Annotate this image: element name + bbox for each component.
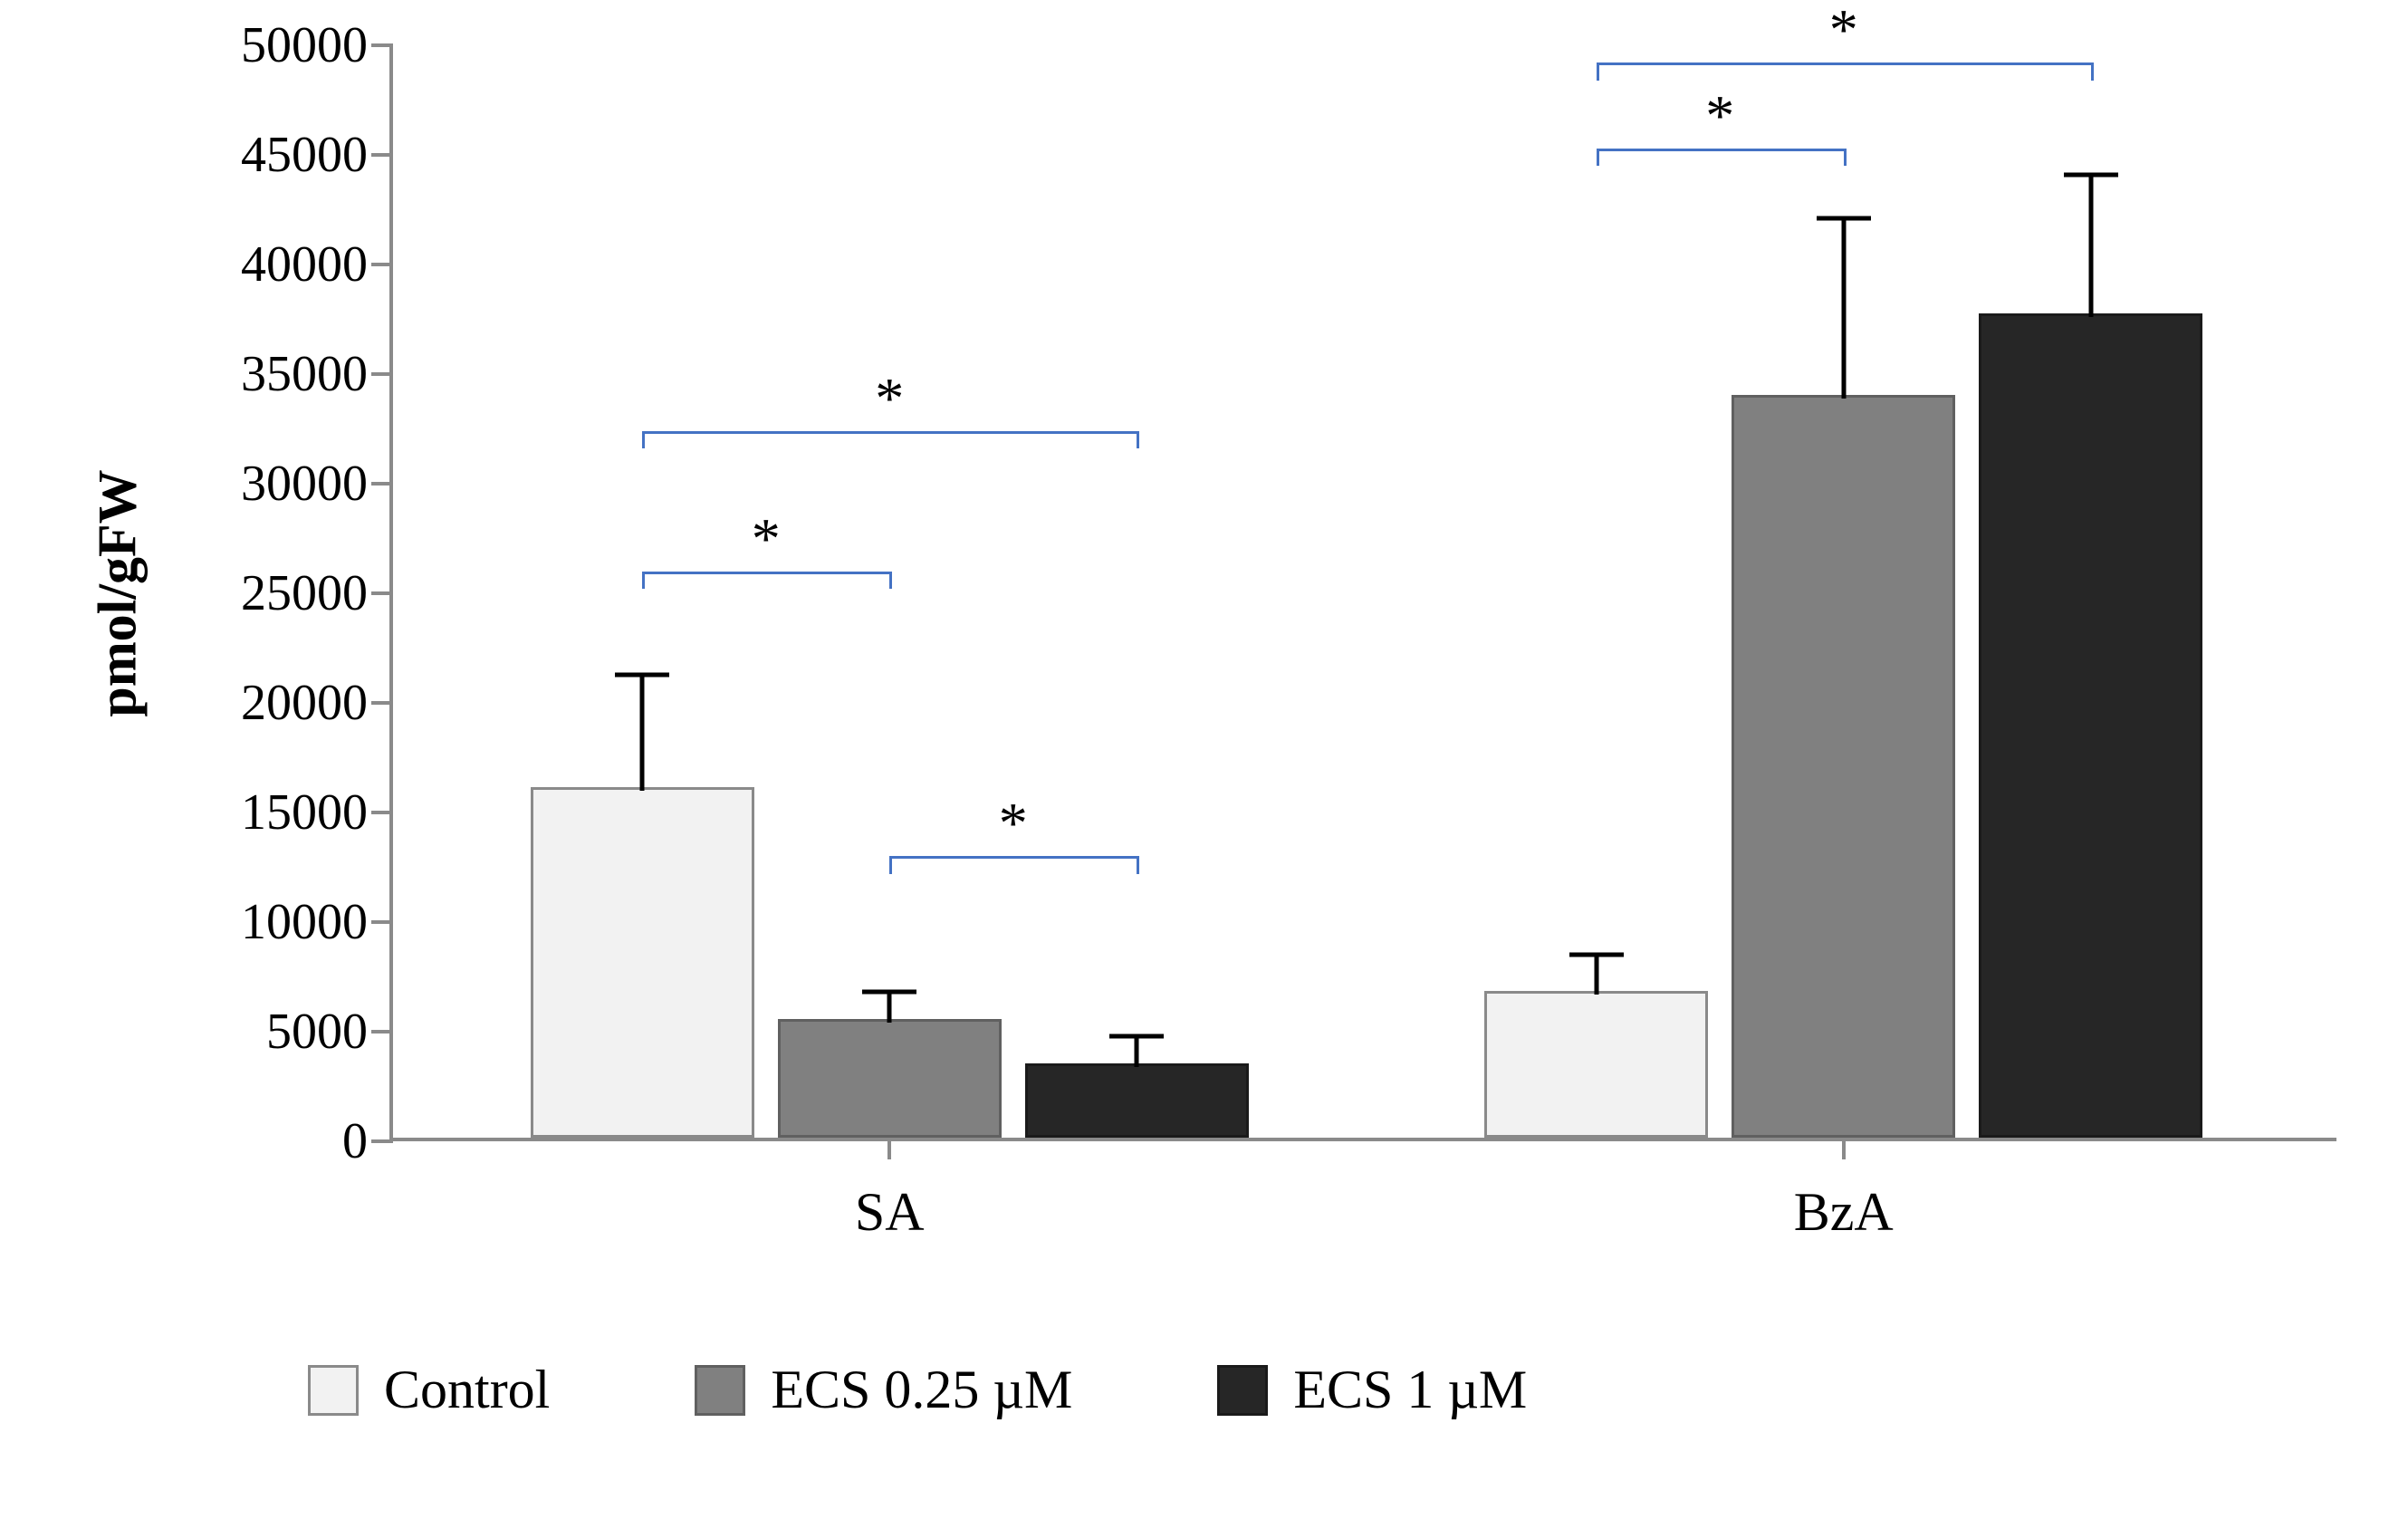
significance-star: * — [752, 510, 781, 568]
ytick-label: 5000 — [266, 1003, 393, 1061]
legend-item-ecs1: ECS 1 µM — [1217, 1359, 1527, 1421]
legend-item-control: Control — [308, 1359, 550, 1421]
significance-bracket — [1597, 149, 1844, 151]
error-bar-cap — [1817, 216, 1871, 221]
significance-bracket — [642, 572, 889, 574]
significance-bracket — [889, 856, 1137, 859]
legend-swatch — [1217, 1365, 1268, 1416]
significance-bracket — [1597, 62, 2091, 65]
significance-bracket-drop — [1137, 856, 1139, 873]
ytick-label: 50000 — [241, 16, 393, 74]
bar-SA-ecs025 — [778, 1019, 1002, 1138]
bar-SA-ecs1 — [1025, 1063, 1249, 1138]
ytick-label: 35000 — [241, 345, 393, 403]
significance-star: * — [875, 370, 904, 428]
error-bar-cap — [2064, 172, 2118, 177]
legend-label: ECS 1 µM — [1293, 1359, 1527, 1421]
error-bar-cap — [1109, 1033, 1164, 1038]
significance-bracket-drop — [1597, 62, 1599, 80]
error-bar — [1135, 1036, 1139, 1067]
significance-bracket-drop — [642, 572, 645, 589]
error-bar — [1841, 218, 1846, 398]
significance-bracket-drop — [889, 572, 892, 589]
error-bar — [1594, 955, 1598, 995]
error-bar-cap — [862, 990, 916, 995]
significance-bracket-drop — [2091, 62, 2094, 80]
error-bar-cap — [615, 672, 669, 677]
legend-swatch — [308, 1365, 359, 1416]
bar-BzA-control — [1484, 991, 1708, 1138]
bar-chart: 0 5000 10000 15000 20000 25000 30000 35000 40000… — [0, 0, 2408, 1519]
ytick-label: 20000 — [241, 674, 393, 732]
bar-BzA-ecs1 — [1979, 313, 2202, 1138]
significance-bracket-drop — [1137, 431, 1139, 448]
significance-star: * — [999, 794, 1028, 852]
plot-area: 0500010000150002000025000300003500040000… — [389, 45, 2336, 1141]
legend: Control ECS 0.25 µM ECS 1 µM — [308, 1359, 1527, 1421]
error-bar — [2088, 175, 2093, 317]
ytick-label: 45000 — [241, 126, 393, 184]
ytick-label: 10000 — [241, 893, 393, 951]
significance-star: * — [1829, 1, 1858, 59]
x-category-label: SA — [855, 1138, 925, 1244]
ytick-label: 15000 — [241, 784, 393, 841]
significance-bracket-drop — [1844, 149, 1847, 166]
error-bar-cap — [1569, 953, 1624, 957]
significance-bracket-drop — [889, 856, 892, 873]
legend-item-ecs025: ECS 0.25 µM — [695, 1359, 1072, 1421]
legend-label: Control — [384, 1359, 550, 1421]
ytick-label: 40000 — [241, 236, 393, 293]
legend-swatch — [695, 1365, 745, 1416]
x-category-label: BzA — [1794, 1138, 1894, 1244]
significance-bracket-drop — [1597, 149, 1599, 166]
significance-star: * — [1705, 87, 1734, 145]
ytick-label: 0 — [342, 1112, 393, 1170]
bar-SA-control — [531, 787, 754, 1138]
error-bar — [887, 992, 892, 1023]
ytick-label: 25000 — [241, 564, 393, 622]
bar-BzA-ecs025 — [1732, 395, 1955, 1138]
legend-label: ECS 0.25 µM — [771, 1359, 1072, 1421]
y-axis-label: pmol/gFW — [87, 469, 149, 716]
ytick-label: 30000 — [241, 455, 393, 513]
significance-bracket-drop — [642, 431, 645, 448]
significance-bracket — [642, 431, 1137, 434]
error-bar — [640, 675, 645, 791]
